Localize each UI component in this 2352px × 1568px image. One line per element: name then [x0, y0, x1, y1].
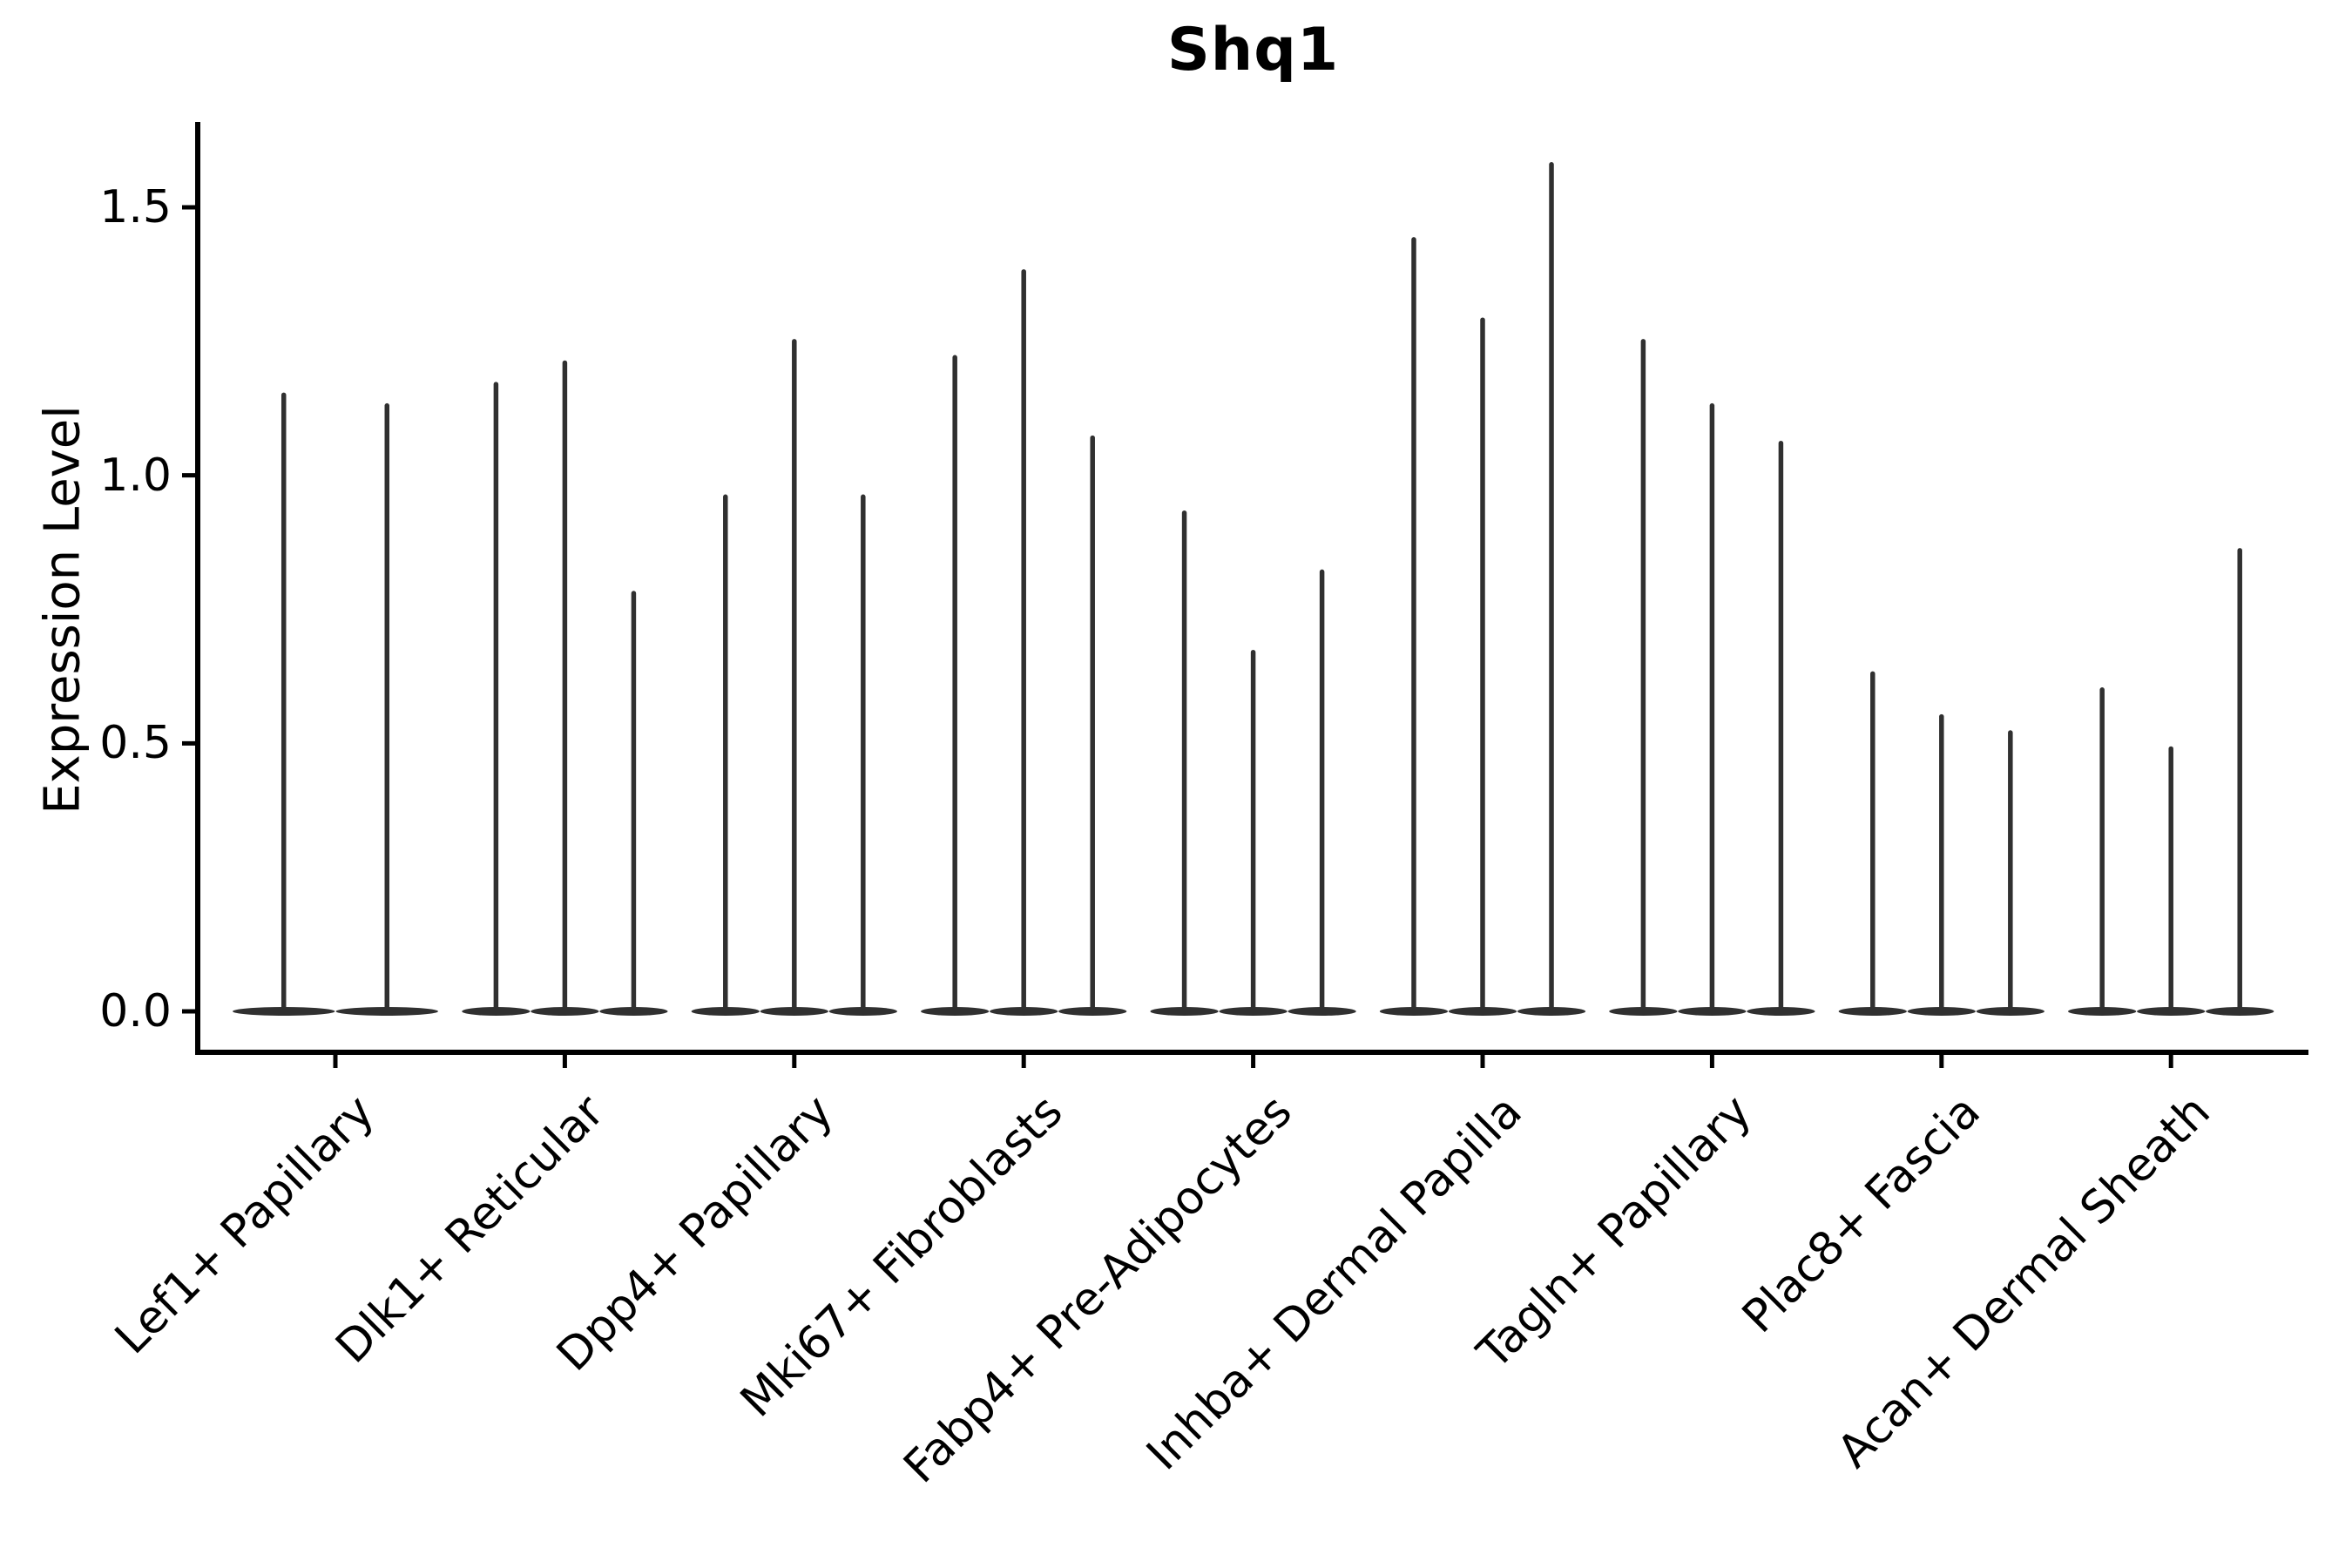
plot-title: Shq1: [1166, 16, 1340, 84]
y-tick-label: 1.5: [99, 181, 172, 233]
y-tick-label: 1.0: [99, 449, 172, 502]
y-tick-label: 0.0: [99, 985, 172, 1037]
y-tick-label: 0.5: [99, 717, 172, 770]
